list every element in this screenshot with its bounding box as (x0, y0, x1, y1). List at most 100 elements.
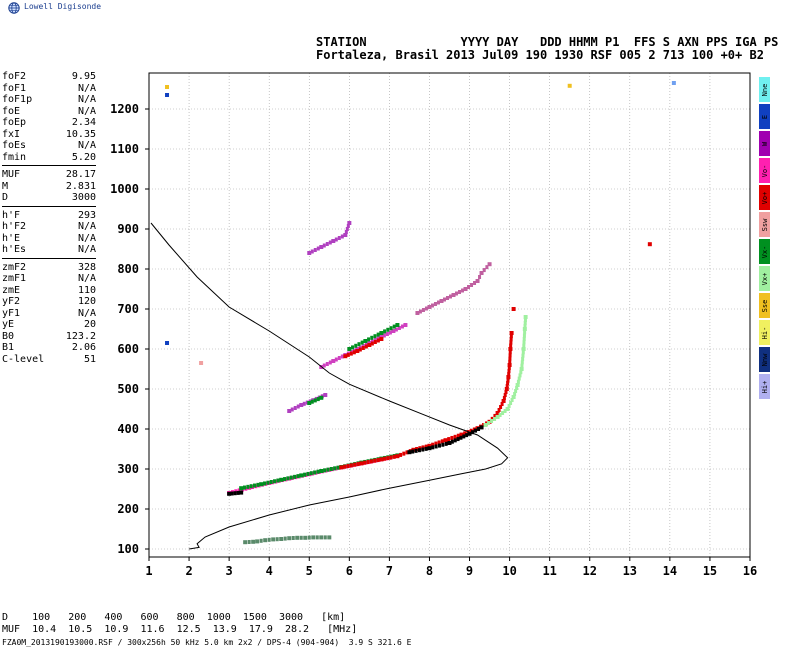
legend-swatch: Vo+ (759, 185, 770, 210)
echo-point (306, 471, 310, 476)
x-tick-label: 11 (542, 564, 556, 578)
echo-point (266, 480, 270, 485)
echo-point (307, 535, 311, 540)
echo-point (421, 445, 425, 450)
echo-point (450, 435, 454, 440)
echo-point (392, 454, 396, 459)
echo-point (411, 449, 415, 454)
echo-point (316, 246, 320, 251)
echo-point (399, 452, 403, 457)
echo-point (290, 407, 294, 412)
echo-point (509, 340, 513, 345)
echo-point (507, 363, 512, 367)
echo-point (506, 378, 510, 382)
echo-point (421, 308, 425, 312)
echo-point (440, 439, 444, 444)
param-row: fmin 5.20 (2, 152, 96, 164)
echo-point (340, 354, 344, 359)
echo-point (369, 459, 373, 464)
param-row: foE N/A (2, 106, 96, 118)
echo-point (236, 490, 240, 495)
echo-point (287, 536, 292, 541)
legend-swatch: Sse (759, 293, 770, 318)
echo-point (337, 356, 341, 360)
param-value: 51 (83, 353, 96, 365)
x-tick-label: 13 (623, 564, 637, 578)
echo-point (296, 404, 300, 409)
echo-point (501, 399, 506, 403)
echo-point (462, 434, 466, 439)
legend-label: Vo- (760, 164, 769, 177)
electron-density-profile (150, 222, 509, 550)
param-separator (2, 165, 96, 166)
echo-point (269, 480, 273, 484)
echo-point (276, 478, 280, 483)
echo-point (498, 413, 502, 417)
brand: Lowell Digisonde (8, 2, 101, 14)
echo-point (505, 407, 510, 411)
param-value: 328 (77, 261, 96, 273)
echo-point (337, 236, 341, 240)
param-row: B0 123.2 (2, 331, 96, 343)
param-value: 3000 (71, 192, 96, 203)
echo-point (507, 366, 511, 370)
echo-point (287, 409, 292, 413)
echo-point (511, 307, 516, 311)
echo-point (424, 444, 428, 449)
x-tick-label: 12 (583, 564, 597, 578)
echo-point (319, 469, 324, 473)
echo-point (522, 327, 527, 331)
x-tick-label: 3 (226, 564, 233, 578)
param-value: N/A (77, 82, 96, 94)
echo-point (499, 405, 503, 409)
echo-point (239, 490, 244, 495)
echo-point (323, 535, 327, 540)
y-tick-label: 1100 (110, 142, 139, 156)
echo-point (522, 340, 526, 345)
echo-point (299, 403, 304, 407)
echo-point (379, 337, 384, 341)
param-value: 110 (77, 284, 96, 296)
echo-point (518, 373, 522, 378)
echo-point (517, 376, 521, 381)
param-label: h'Es (2, 244, 27, 255)
echo-point (442, 297, 446, 302)
echo-point (445, 296, 449, 300)
echo-point (456, 437, 460, 442)
echo-point (316, 397, 320, 402)
param-row: foF2 9.95 (2, 71, 96, 83)
echo-point (352, 350, 356, 355)
echo-point (259, 482, 264, 487)
echo-point (373, 334, 377, 339)
echo-point (497, 408, 501, 412)
muf-table-muf-row: MUF 10.4 10.5 10.9 11.6 12.5 13.9 17.9 2… (2, 624, 358, 635)
echo-point (447, 437, 451, 442)
echo-point (356, 462, 360, 467)
echo-point (509, 331, 514, 335)
echo-point (316, 469, 320, 474)
echo-point (453, 434, 457, 439)
echo-point (299, 535, 303, 540)
param-row: C-level 51 (2, 354, 96, 366)
echo-point (283, 536, 287, 541)
echo-point (415, 311, 420, 315)
x-tick-label: 15 (703, 564, 717, 578)
param-value: N/A (77, 94, 96, 105)
echo-point (449, 294, 453, 299)
echo-point (522, 333, 526, 338)
echo-trace (199, 361, 204, 365)
echo-point (459, 435, 463, 440)
chart-grid (149, 73, 750, 557)
echo-point (427, 443, 432, 448)
echo-point (370, 335, 374, 340)
echo-point (482, 423, 486, 427)
legend-swatch: Vx+ (759, 266, 770, 291)
echo-point (355, 349, 360, 353)
echo-trace (343, 337, 384, 359)
y-tick-label: 1000 (110, 182, 139, 196)
echo-point (230, 491, 234, 496)
echo-point (349, 351, 353, 356)
echo-point (319, 535, 324, 540)
echo-point (478, 275, 482, 279)
echo-point (319, 245, 324, 249)
